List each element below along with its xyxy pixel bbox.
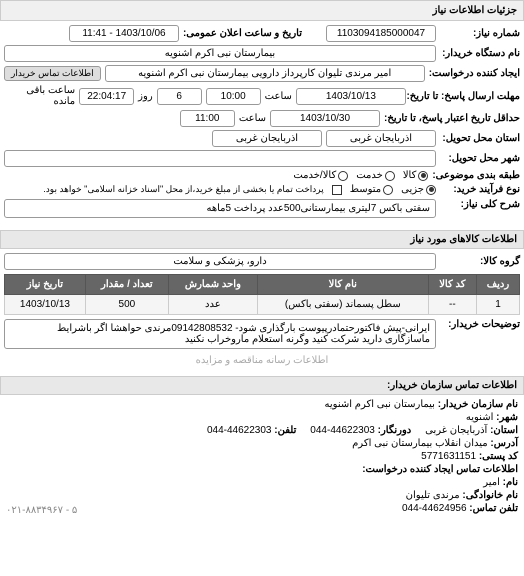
family: مرندی تلیوان: [406, 490, 460, 501]
buyer-device-input[interactable]: [4, 45, 436, 62]
postal-label: کد پستی:: [479, 451, 518, 462]
goods-table: ردیف کد کالا نام کالا واحد شمارش تعداد /…: [4, 274, 520, 315]
purchase-type-radio-group: جزیی متوسط پرداخت تمام یا بخشی از مبلغ خ…: [43, 184, 436, 195]
radio-small-label: جزیی: [401, 184, 424, 195]
delivery-state-input-2[interactable]: [212, 130, 322, 147]
header-title: جزئیات اطلاعات نیاز: [433, 5, 517, 16]
validity-date-input[interactable]: [270, 110, 380, 127]
purchase-checkbox[interactable]: [332, 185, 342, 195]
goods-section-title: اطلاعات کالاهای مورد نیاز: [0, 230, 524, 249]
group-label: گروه کالا:: [440, 256, 520, 267]
classification-label: طبقه بندی موضوعی:: [432, 170, 520, 181]
td-unit: عدد: [168, 295, 257, 315]
address: میدان انقلاب بیمارستان نبی اکرم: [352, 438, 488, 449]
contact-section-title: اطلاعات تماس سازمان خریدار:: [0, 376, 524, 395]
radio-goods-service-label: کالا/خدمت: [293, 170, 336, 181]
radio-small[interactable]: [426, 185, 436, 195]
table-row: 1 -- سطل پسماند (سفتی باکس) عدد 500 1403…: [5, 295, 520, 315]
org-name-label: نام سازمان خریدار:: [438, 399, 518, 410]
buyer-notes-box: ایرانی-پیش فاکتورحتمادرپیوست بارگذاری شو…: [4, 319, 436, 349]
time-label-1: ساعت: [265, 91, 292, 102]
general-desc-label: شرح کلی نیاز:: [440, 199, 520, 210]
th-quantity: تعداد / مقدار: [85, 275, 168, 295]
td-date: 1403/10/13: [5, 295, 86, 315]
buyer-notes-label: توضیحات خریدار:: [440, 319, 520, 330]
delivery-city-input[interactable]: [4, 150, 436, 167]
contact-phone-label: تلفن تماس:: [469, 503, 518, 514]
delivery-state-input[interactable]: [326, 130, 436, 147]
radio-goods-service[interactable]: [338, 171, 348, 181]
days-input[interactable]: [157, 88, 202, 105]
purchase-note: پرداخت تمام یا بخشی از مبلغ خرید،از محل …: [43, 184, 323, 195]
th-date: تاریخ نیاز: [5, 275, 86, 295]
classification-radio-group: کالا خدمت کالا/خدمت: [293, 170, 428, 181]
th-unit: واحد شمارش: [168, 275, 257, 295]
radio-medium[interactable]: [383, 185, 393, 195]
response-deadline-label: مهلت ارسال پاسخ: تا تاریخ:: [410, 91, 520, 102]
td-name: سطل پسماند (سفتی باکس): [257, 295, 428, 315]
response-time-input[interactable]: [206, 88, 261, 105]
purchase-type-label: نوع فرآیند خرید:: [440, 184, 520, 195]
td-row: 1: [477, 295, 520, 315]
phone-label: تلفن:: [274, 425, 296, 436]
th-row: ردیف: [477, 275, 520, 295]
remaining-time-input[interactable]: [79, 88, 134, 105]
contact-phone: 44624956-044: [402, 503, 467, 514]
contact-buyer-button[interactable]: اطلاعات تماس خریدار: [4, 66, 101, 81]
announce-label: تاریخ و ساعت اعلان عمومی:: [183, 28, 302, 39]
th-code: کد کالا: [428, 275, 476, 295]
fax: 44622303-044: [310, 425, 375, 436]
radio-medium-label: متوسط: [350, 184, 381, 195]
state-label: استان:: [490, 425, 518, 436]
delivery-state-label: استان محل تحویل:: [440, 133, 520, 144]
city-label: شهر:: [496, 412, 518, 423]
radio-goods[interactable]: [418, 171, 428, 181]
general-desc-box: سفتی باکس 7لیتری بیمارستانی500عدد پرداخت…: [4, 199, 436, 218]
state: آذربایجان غربی: [425, 425, 487, 436]
validity-time-input[interactable]: [180, 110, 235, 127]
buyer-device-label: نام دستگاه خریدار:: [440, 48, 520, 59]
family-label: نام خانوادگی:: [462, 490, 518, 501]
response-date-input[interactable]: [296, 88, 406, 105]
th-name: نام کالا: [257, 275, 428, 295]
td-code: --: [428, 295, 476, 315]
city: اشنویه: [466, 412, 494, 423]
name: امیر: [483, 477, 500, 488]
creator-contact-label: اطلاعات تماس ایجاد کننده درخواست:: [362, 464, 518, 475]
remaining-label: ساعت باقی مانده: [4, 85, 75, 107]
left-phone: ۰۲۱-۸۸۳۴۹۶۷ - ۵: [6, 505, 77, 516]
name-label: نام:: [503, 477, 518, 488]
fax-label: دورنگار:: [378, 425, 412, 436]
day-label: روز: [138, 91, 153, 102]
delivery-city-label: شهر محل تحویل:: [440, 153, 520, 164]
address-label: آدرس:: [490, 438, 518, 449]
radio-service[interactable]: [385, 171, 395, 181]
radio-service-label: خدمت: [356, 170, 383, 181]
validity-label: حداقل تاریخ اعتبار پاسخ، تا تاریخ:: [384, 113, 520, 124]
creator-input[interactable]: [105, 65, 425, 82]
request-number-label: شماره نیاز:: [440, 28, 520, 39]
creator-label: ایجاد کننده درخواست:: [429, 68, 520, 79]
page-header: جزئیات اطلاعات نیاز: [0, 0, 524, 21]
radio-goods-label: کالا: [403, 170, 417, 181]
request-number-input[interactable]: [326, 25, 436, 42]
announce-value-input[interactable]: [69, 25, 179, 42]
postal: 5771631151: [421, 451, 476, 462]
footer-note: اطلاعات رسانه مناقصه و مزایده: [4, 353, 520, 368]
phone: 44622303-044: [207, 425, 272, 436]
group-input[interactable]: [4, 253, 436, 270]
time-label-2: ساعت: [239, 113, 266, 124]
org-name: بیمارستان نبی اکرم اشنویه: [325, 399, 435, 410]
td-quantity: 500: [85, 295, 168, 315]
